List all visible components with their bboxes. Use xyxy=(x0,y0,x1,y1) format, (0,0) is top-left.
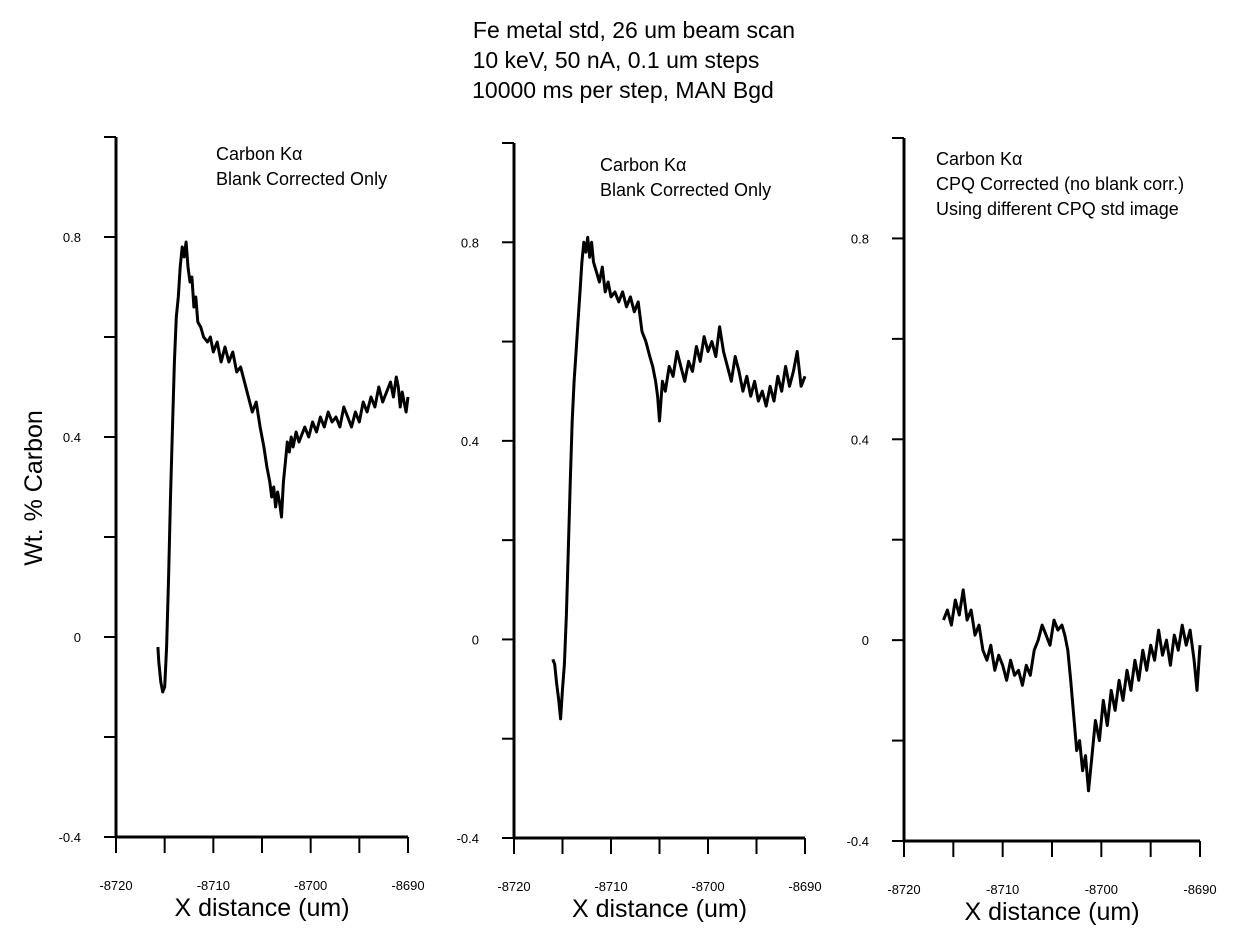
x-tick-label: -8710 xyxy=(197,878,230,893)
chart-annotation-line: Carbon Kα xyxy=(936,149,1022,169)
y-tick-label: -0.4 xyxy=(457,831,479,846)
chart-annotation-line: Carbon Kα xyxy=(600,155,686,175)
x-tick-label: -8690 xyxy=(788,879,821,894)
chart-annotation-line: Blank Corrected Only xyxy=(600,180,771,200)
x-tick-label: -8700 xyxy=(691,879,724,894)
y-tick-label: 0.8 xyxy=(63,230,81,245)
x-tick-label: -8700 xyxy=(294,878,327,893)
chart-panel-3: -0.4 0 0.4 0.8 -8720 -8710 -8700 -8690 X distanc… xyxy=(847,137,1217,926)
chart-annotation-line: Blank Corrected Only xyxy=(216,169,387,189)
figure-title-line-3: 10000 ms per step, MAN Bgd xyxy=(472,77,774,103)
x-tick-label: -8720 xyxy=(497,879,530,894)
chart-annotation-line: CPQ Corrected (no blank corr.) xyxy=(936,174,1184,194)
figure-title-line-1: Fe metal std, 26 um beam scan xyxy=(473,17,795,43)
series-line-1 xyxy=(942,588,1202,793)
x-axis-label: X distance (um) xyxy=(174,894,349,922)
y-tick-label: 0.8 xyxy=(461,235,479,250)
y-tick-label: 0.4 xyxy=(851,432,869,447)
x-axis-label: X distance (um) xyxy=(964,898,1139,926)
chart-annotation-line: Carbon Kα xyxy=(216,144,302,164)
figure-title: Fe metal std, 26 um beam scan 10 keV, 50… xyxy=(472,17,795,103)
chart-annotation-line: Using different CPQ std image xyxy=(936,199,1179,219)
x-tick-label: -8720 xyxy=(887,882,920,897)
x-tick-label: -8720 xyxy=(99,878,132,893)
y-tick-label: 0 xyxy=(472,632,479,647)
y-tick-label: 0.4 xyxy=(461,434,479,449)
series-line-1 xyxy=(551,235,807,721)
y-axis-label: Wt. % Carbon xyxy=(20,410,48,566)
x-tick-label: -8700 xyxy=(1085,882,1118,897)
series-line-1 xyxy=(156,240,410,694)
y-tick-label: 0 xyxy=(862,633,869,648)
y-tick-label: -0.4 xyxy=(59,830,81,845)
y-tick-label: -0.4 xyxy=(847,834,869,849)
y-tick-label: 0.4 xyxy=(63,430,81,445)
x-tick-label: -8690 xyxy=(1183,882,1216,897)
x-tick-label: -8710 xyxy=(594,879,627,894)
x-tick-label: -8690 xyxy=(391,878,424,893)
chart-panel-1: -0.4 0 0.4 0.8 -8720 -8710 -8700 -8690 X distanc… xyxy=(59,136,425,922)
figure-title-line-2: 10 keV, 50 nA, 0.1 um steps xyxy=(473,47,760,73)
x-tick-label: -8710 xyxy=(986,882,1019,897)
chart-panel-2: -0.4 0 0.4 0.8 -8720 -8710 -8700 -8690 X distanc… xyxy=(457,142,822,923)
y-tick-label: 0 xyxy=(74,630,81,645)
chart-panels: -0.4 0 0.4 0.8 -8720 -8710 -8700 -8690 X distanc… xyxy=(59,136,1217,926)
x-axis-label: X distance (um) xyxy=(572,895,747,923)
y-tick-label: 0.8 xyxy=(851,231,869,246)
